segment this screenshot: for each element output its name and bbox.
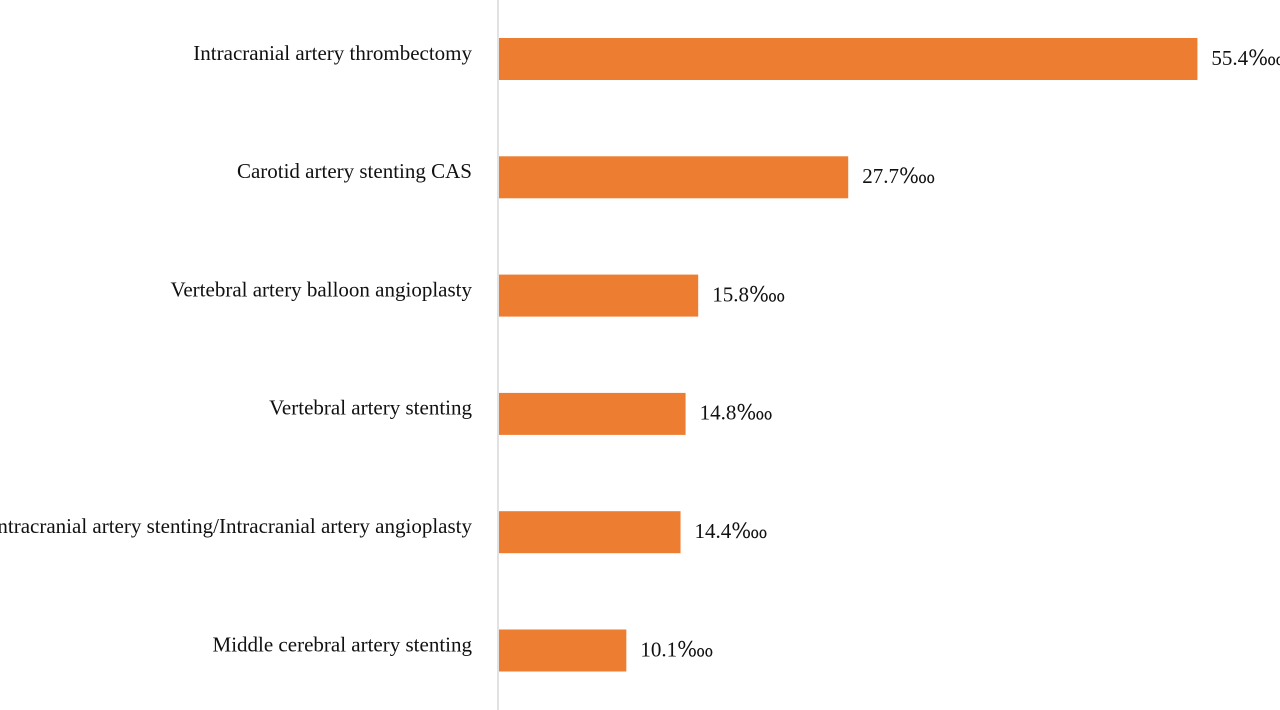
bar-0: [499, 38, 1198, 80]
data-label-1: 27.7‱: [862, 164, 935, 188]
bar-1: [499, 156, 849, 199]
bar-5: [499, 629, 627, 672]
data-label-0: 55.4‱: [1211, 46, 1280, 70]
data-label-5: 10.1‱: [640, 637, 713, 661]
category-label-4: Intracranial artery stenting/Intracrania…: [0, 514, 472, 538]
category-label-3: Vertebral artery stenting: [269, 396, 472, 420]
category-label-5: Middle cerebral artery stenting: [213, 632, 473, 656]
data-label-2: 15.8‱: [712, 282, 785, 306]
category-label-2: Vertebral artery balloon angioplasty: [171, 277, 473, 301]
labels-layer: Intracranial artery thrombectomy 55.4‱ Car…: [0, 41, 1280, 662]
category-label-0: Intracranial artery thrombectomy: [193, 41, 472, 65]
bar-2: [499, 274, 699, 317]
bars-layer: [499, 38, 1198, 672]
bar-3: [499, 392, 686, 435]
data-label-4: 14.4‱: [695, 519, 768, 543]
bar-4: [499, 511, 681, 554]
category-label-1: Carotid artery stenting CAS: [237, 159, 472, 183]
data-label-3: 14.8‱: [700, 401, 773, 425]
